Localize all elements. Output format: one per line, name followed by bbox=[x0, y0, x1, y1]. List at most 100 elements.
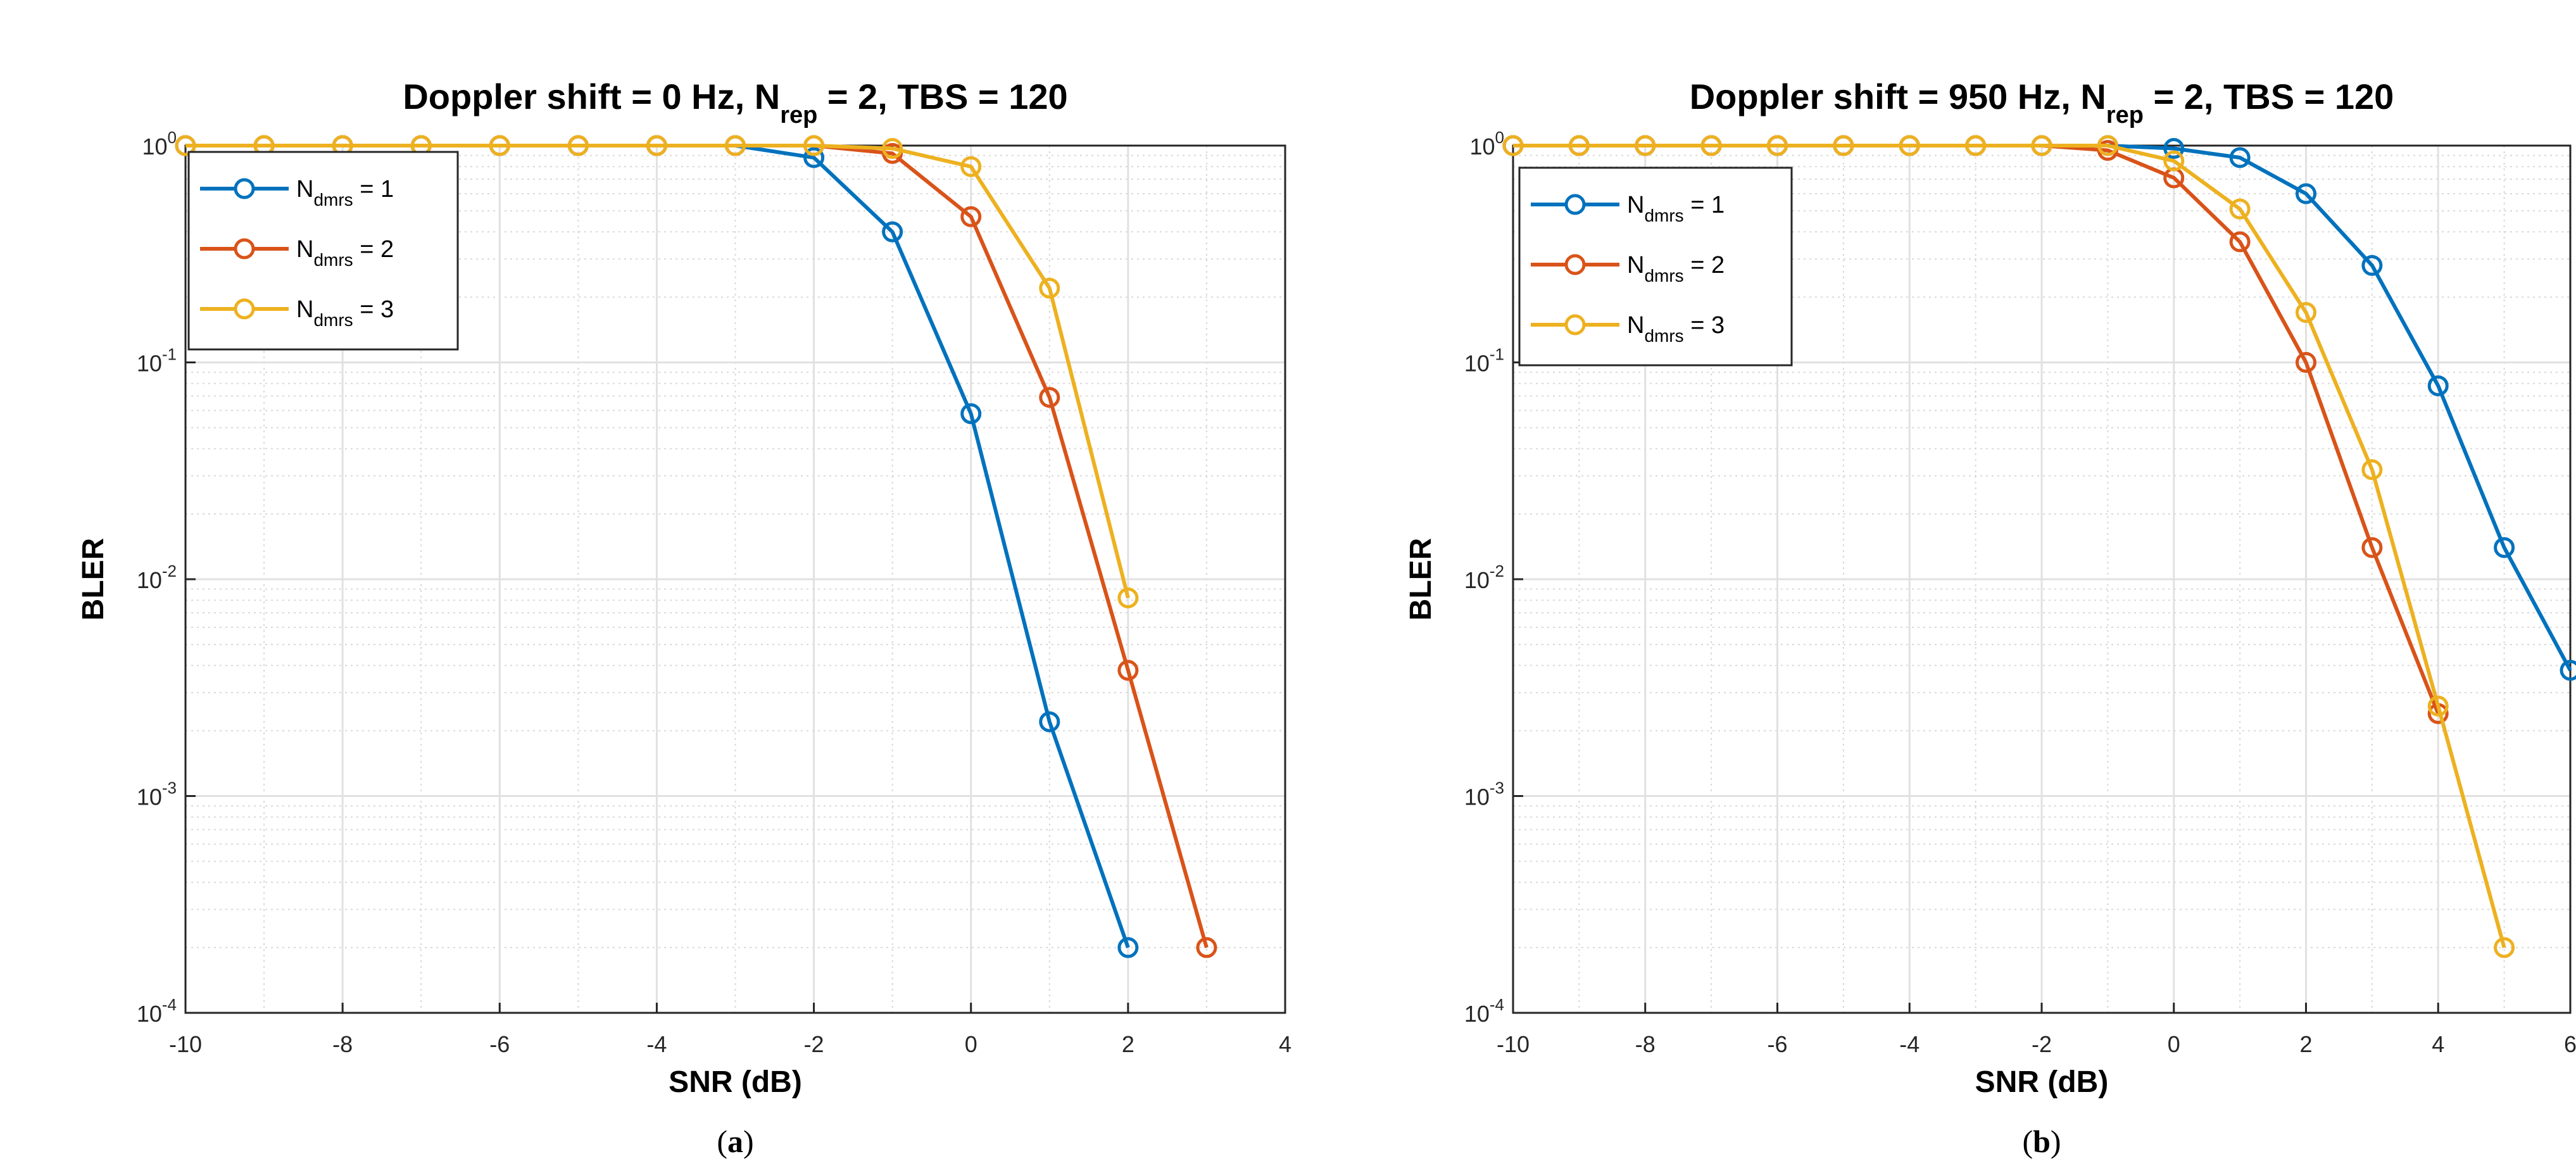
data-point bbox=[1196, 937, 1217, 958]
caption-paren: ( bbox=[717, 1124, 727, 1159]
x-tick-label: 4 bbox=[1279, 1031, 1291, 1057]
data-point bbox=[567, 135, 589, 156]
y-tick-exponent: -3 bbox=[1490, 779, 1504, 798]
data-point bbox=[1039, 277, 1060, 299]
legend-label: Ndmrs = 1 bbox=[296, 176, 394, 210]
y-tick-label: 10-4 bbox=[137, 995, 177, 1027]
y-tick-base: 10 bbox=[1469, 134, 1495, 160]
y-tick-base: 10 bbox=[1464, 351, 1490, 377]
legend-label-text: N bbox=[1627, 252, 1644, 279]
data-point bbox=[2494, 537, 2515, 558]
caption-letter: a bbox=[727, 1124, 743, 1159]
legend-label: Ndmrs = 2 bbox=[296, 236, 394, 270]
legend-marker bbox=[234, 178, 255, 199]
legend-label-subscript: dmrs bbox=[313, 190, 353, 210]
data-point bbox=[882, 138, 903, 160]
data-point bbox=[803, 135, 825, 156]
legend-entry-3: Ndmrs = 3 bbox=[1531, 312, 1725, 346]
data-point bbox=[2296, 352, 2316, 373]
data-point bbox=[2296, 183, 2316, 204]
data-point bbox=[1117, 660, 1139, 681]
legend-label-end: = 3 bbox=[1684, 312, 1725, 339]
series-3 bbox=[1502, 135, 2515, 958]
title-text-end: = 2, TBS = 120 bbox=[817, 77, 1067, 116]
x-axis-label: SNR (dB) bbox=[669, 1065, 802, 1099]
y-tick-label: 10-1 bbox=[137, 345, 177, 377]
x-tick-label: -8 bbox=[332, 1031, 353, 1057]
y-tick-label: 10-3 bbox=[1464, 779, 1504, 810]
y-tick-base: 10 bbox=[137, 784, 162, 810]
legend-label-text: N bbox=[296, 236, 313, 263]
data-point bbox=[646, 135, 667, 156]
y-tick-exponent: 0 bbox=[168, 128, 177, 147]
data-point bbox=[1965, 135, 1987, 156]
legend-label-subscript: dmrs bbox=[313, 250, 353, 270]
legend-label-end: = 2 bbox=[353, 236, 394, 263]
data-point bbox=[725, 135, 746, 156]
legend-label-end: = 3 bbox=[353, 296, 394, 323]
x-tick-label: -6 bbox=[489, 1031, 510, 1057]
x-tick-label: 0 bbox=[965, 1031, 977, 1057]
y-tick-label: 10-1 bbox=[1464, 345, 1504, 377]
data-point bbox=[803, 147, 825, 168]
data-point bbox=[1039, 711, 1060, 732]
data-point bbox=[2361, 254, 2383, 276]
y-tick-base: 10 bbox=[137, 351, 162, 377]
series-3 bbox=[175, 135, 1139, 609]
data-point bbox=[2560, 660, 2576, 681]
legend-label-subscript: dmrs bbox=[1644, 206, 1683, 225]
data-point bbox=[960, 206, 982, 227]
data-point bbox=[2229, 198, 2251, 220]
y-tick-label: 10-2 bbox=[1464, 561, 1504, 593]
data-point bbox=[2163, 138, 2185, 160]
legend-label-end: = 2 bbox=[1684, 252, 1725, 279]
x-axis-label: SNR (dB) bbox=[1975, 1065, 2109, 1099]
data-point bbox=[1833, 135, 1854, 156]
y-axis-label: BLER bbox=[1404, 538, 1438, 621]
legend-marker bbox=[1564, 194, 1586, 215]
chart-title: Doppler shift = 0 Hz, Nrep = 2, TBS = 12… bbox=[403, 77, 1067, 129]
y-tick-base: 10 bbox=[142, 134, 167, 160]
data-point bbox=[1502, 135, 1524, 156]
data-point bbox=[2494, 937, 2515, 958]
title-text-end: = 2, TBS = 120 bbox=[2144, 77, 2394, 116]
panel-caption: (a) bbox=[717, 1124, 753, 1159]
data-point bbox=[1635, 135, 1656, 156]
y-tick-label: 10-3 bbox=[137, 779, 177, 810]
title-text: Doppler shift = 0 Hz, N bbox=[403, 77, 780, 116]
data-point bbox=[960, 403, 982, 425]
data-point bbox=[2427, 375, 2449, 396]
y-tick-exponent: -4 bbox=[1490, 995, 1504, 1014]
legend-label-text: N bbox=[296, 176, 313, 203]
data-point bbox=[1568, 135, 1590, 156]
data-point bbox=[1117, 937, 1139, 958]
y-tick-label: 100 bbox=[1469, 128, 1504, 160]
data-point bbox=[2296, 302, 2316, 323]
legend-entry-1: Ndmrs = 1 bbox=[1531, 192, 1725, 225]
y-axis-label: BLER bbox=[77, 538, 110, 621]
y-tick-base: 10 bbox=[1464, 1001, 1490, 1027]
data-point bbox=[2097, 135, 2118, 156]
legend-label-text: N bbox=[296, 296, 313, 323]
y-tick-exponent: -2 bbox=[162, 561, 177, 580]
y-tick-base: 10 bbox=[1464, 784, 1490, 810]
series-line bbox=[1513, 144, 2506, 948]
panel-caption: (b) bbox=[2022, 1124, 2061, 1159]
data-point bbox=[960, 156, 982, 177]
x-tick-label: -2 bbox=[804, 1031, 824, 1057]
legend-marker bbox=[234, 298, 255, 320]
legend-label-subscript: dmrs bbox=[1644, 326, 1683, 346]
legend-label-end: = 1 bbox=[353, 176, 394, 203]
legend-label-text: N bbox=[1627, 192, 1644, 218]
x-tick-label: -10 bbox=[169, 1031, 202, 1057]
data-point bbox=[2229, 231, 2251, 253]
y-tick-base: 10 bbox=[137, 567, 162, 593]
title-subscript: rep bbox=[780, 102, 817, 129]
x-tick-label: -4 bbox=[1899, 1031, 1919, 1057]
caption-paren: ( bbox=[2022, 1124, 2033, 1159]
data-point bbox=[1117, 587, 1139, 609]
data-point bbox=[2031, 135, 2052, 156]
y-tick-exponent: -1 bbox=[1490, 345, 1504, 364]
